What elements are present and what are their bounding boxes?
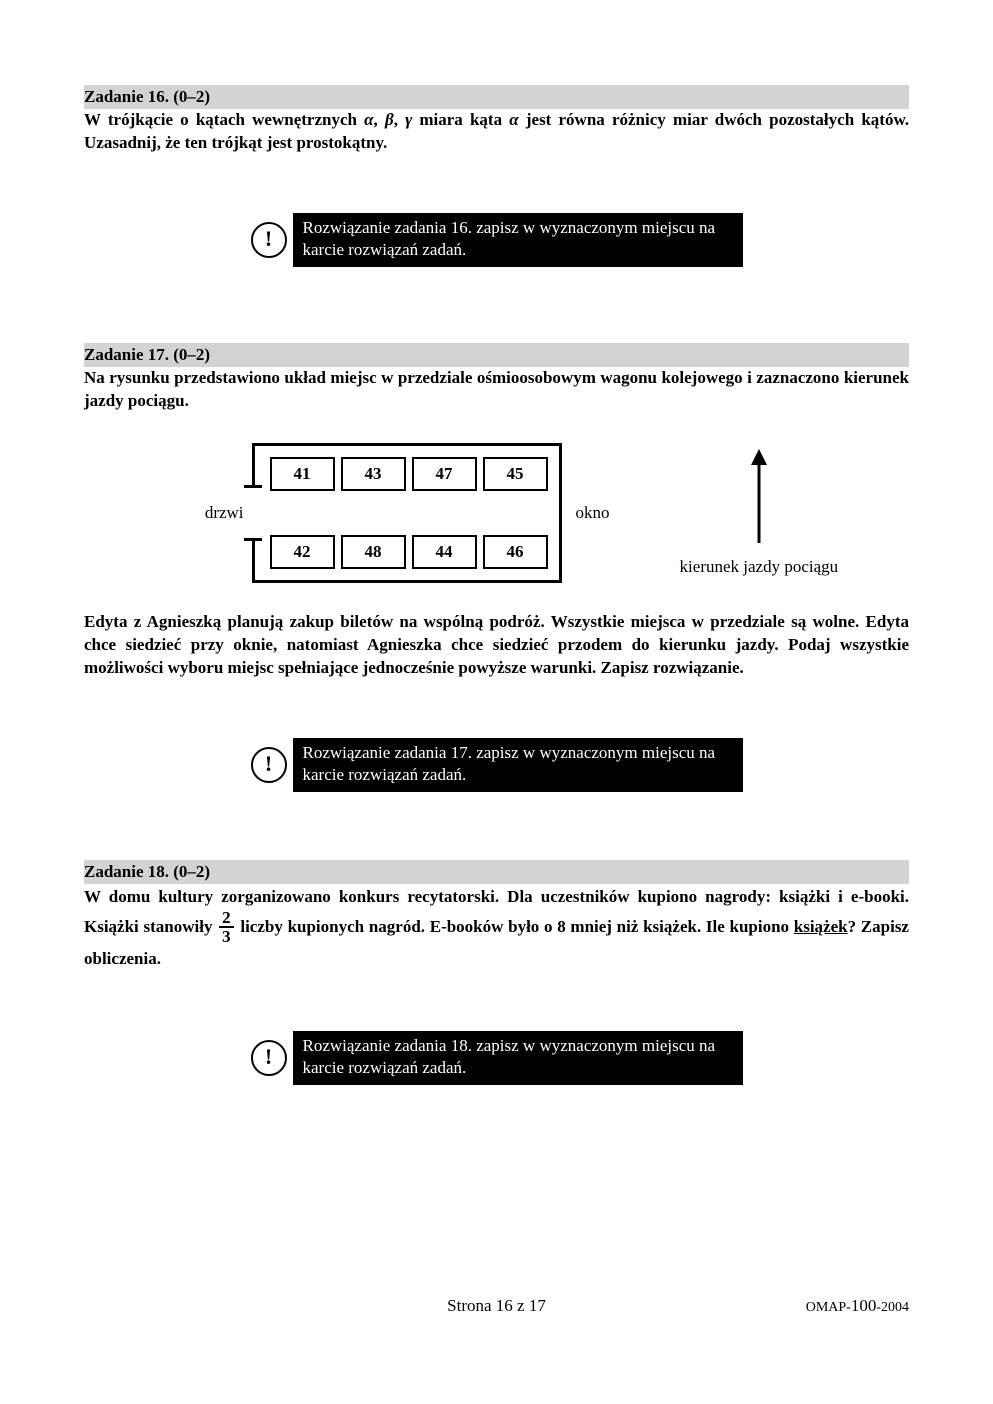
seat: 41 bbox=[270, 457, 335, 491]
task17-notice-text: Rozwiązanie zadania 17. zapisz w wyznacz… bbox=[293, 738, 743, 792]
t16-alpha: α bbox=[364, 110, 373, 129]
direction-arrow-block: kierunek jazdy pociągu bbox=[680, 449, 839, 577]
t16-alpha2: α bbox=[509, 110, 518, 129]
seats-bottom-row: 42 48 44 46 bbox=[270, 535, 548, 569]
compartment-box: 41 43 47 45 42 48 44 46 bbox=[252, 443, 562, 583]
task18-body: W domu kultury zorganizowano konkurs rec… bbox=[84, 884, 909, 973]
code-post: -2004 bbox=[876, 1300, 909, 1315]
t18-underlined: książek bbox=[794, 917, 848, 936]
arrow-up-icon bbox=[747, 449, 771, 545]
t16-mid: miara kąta bbox=[412, 110, 509, 129]
code-pre: OMAP- bbox=[806, 1300, 851, 1315]
seat: 43 bbox=[341, 457, 406, 491]
seat: 42 bbox=[270, 535, 335, 569]
fraction: 23 bbox=[219, 909, 234, 945]
seat: 44 bbox=[412, 535, 477, 569]
task17-body2: Edyta z Agnieszką planują zakup biletów … bbox=[84, 611, 909, 680]
task18-notice: ! Rozwiązanie zadania 18. zapisz w wyzna… bbox=[84, 1031, 909, 1085]
seat: 47 bbox=[412, 457, 477, 491]
task17-notice: ! Rozwiązanie zadania 17. zapisz w wyzna… bbox=[84, 738, 909, 792]
task17-header: Zadanie 17. (0–2) bbox=[84, 343, 909, 367]
frac-num: 2 bbox=[219, 909, 234, 928]
task16-notice-text: Rozwiązanie zadania 16. zapisz w wyznacz… bbox=[293, 213, 743, 267]
task16-notice: ! Rozwiązanie zadania 16. zapisz w wyzna… bbox=[84, 213, 909, 267]
t18-mid: liczby kupionych nagród. E-booków było o… bbox=[236, 917, 794, 936]
arrow-label: kierunek jazdy pociągu bbox=[680, 557, 839, 577]
exclamation-icon: ! bbox=[251, 1040, 287, 1076]
code-bold: 100 bbox=[851, 1296, 877, 1315]
frac-den: 3 bbox=[219, 928, 234, 945]
task18-notice-text: Rozwiązanie zadania 18. zapisz w wyznacz… bbox=[293, 1031, 743, 1085]
task17-body1: Na rysunku przedstawiono układ miejsc w … bbox=[84, 367, 909, 413]
seat: 45 bbox=[483, 457, 548, 491]
t16-s2: , bbox=[394, 110, 405, 129]
exclamation-icon: ! bbox=[251, 222, 287, 258]
task16-body: W trójkącie o kątach wewnętrznych α, β, … bbox=[84, 109, 909, 155]
t16-beta: β bbox=[385, 110, 394, 129]
label-drzwi: drzwi bbox=[205, 503, 244, 523]
seat-diagram: drzwi 41 43 47 45 42 48 44 46 okno kieru… bbox=[84, 443, 909, 583]
page-number: Strona 16 z 17 bbox=[447, 1296, 546, 1316]
task18-header: Zadanie 18. (0–2) bbox=[84, 860, 909, 884]
doc-code: OMAP-100-2004 bbox=[806, 1296, 909, 1316]
page-footer: Strona 16 z 17 OMAP-100-2004 bbox=[84, 1296, 909, 1316]
t16-pre: W trójkącie o kątach wewnętrznych bbox=[84, 110, 364, 129]
seats-top-row: 41 43 47 45 bbox=[270, 457, 548, 491]
label-okno: okno bbox=[576, 503, 610, 523]
seat: 48 bbox=[341, 535, 406, 569]
t16-s1: , bbox=[374, 110, 385, 129]
task16-header: Zadanie 16. (0–2) bbox=[84, 85, 909, 109]
exclamation-icon: ! bbox=[251, 747, 287, 783]
seat: 46 bbox=[483, 535, 548, 569]
